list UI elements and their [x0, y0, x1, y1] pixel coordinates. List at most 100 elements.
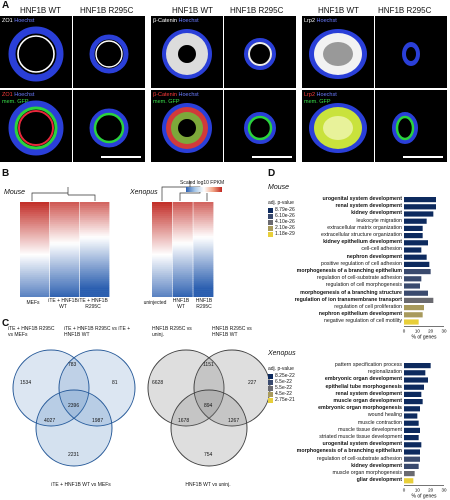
legend-swatch	[268, 397, 273, 403]
heatmap-cell	[50, 263, 80, 266]
heatmap-cell	[193, 285, 214, 288]
go-bar	[404, 384, 424, 390]
heatmap-cell	[152, 247, 173, 250]
heatmap-cell	[20, 275, 50, 278]
go-term-label: morphogenesis of a branching epithelium	[296, 448, 402, 455]
go-term-label: urogenital system development	[322, 196, 402, 202]
heatmap-cell	[152, 275, 173, 278]
heatmap-cell	[20, 203, 50, 207]
heatmap-cell	[152, 205, 173, 209]
go-bar	[404, 399, 423, 405]
label-marker: β-Catenin	[153, 18, 177, 24]
heatmap-cell	[80, 275, 110, 278]
label-stain: Hoechst	[178, 92, 199, 98]
venn-mouse-count-b: 81	[112, 380, 118, 386]
heatmap-cell	[50, 269, 80, 272]
go-bar	[404, 225, 423, 231]
heatmap-cell	[152, 237, 173, 240]
heatmap-cell	[20, 213, 50, 217]
x-axis-label: % of genes	[411, 335, 437, 341]
go-bar	[404, 435, 419, 441]
micrograph-image	[309, 103, 367, 153]
col-header-4: HNF1B R295C	[230, 6, 284, 15]
heatmap-cell	[50, 241, 80, 244]
legend-value: 4.10e-26	[275, 219, 295, 225]
go-term-label: regulation of cell proliferation	[334, 304, 402, 311]
go-bar	[404, 319, 419, 325]
heatmap-cell	[193, 245, 214, 248]
heatmap-cell	[50, 265, 80, 268]
heatmap-cell	[50, 202, 80, 205]
heatmap-cell	[20, 295, 50, 297]
go-term-label: positive regulation of cell adhesion	[321, 260, 402, 267]
heatmap-cell	[193, 247, 214, 250]
venn-xenopus-count-a: 6628	[152, 380, 164, 386]
heatmap-cell	[172, 273, 193, 276]
heatmap-cell	[172, 247, 193, 250]
heatmap-cell	[152, 257, 173, 260]
heatmap-cell	[20, 209, 50, 213]
legend-value: 2.10e-26	[275, 225, 295, 231]
heatmap-cell	[80, 281, 110, 284]
x-tick-label: 10	[415, 329, 421, 334]
heatmap-cell	[80, 207, 110, 211]
col-header-2: HNF1B R295C	[80, 6, 134, 15]
heatmap-cell	[152, 233, 173, 236]
venn-xenopus-count-ab: 1151	[203, 362, 214, 368]
go-mouse-terms: urogenital system development renal syste…	[292, 196, 402, 326]
heatmap-cell	[80, 243, 110, 246]
heatmap-cell	[50, 213, 80, 217]
go-bar	[404, 370, 426, 376]
heatmap-cell	[20, 277, 50, 280]
heatmap-cell	[152, 291, 173, 294]
micrograph-lrp2-wt: Lrp2 Hoechst	[302, 16, 374, 88]
go-bar	[404, 420, 419, 426]
heatmap-cell	[172, 279, 193, 282]
heatmap-cell	[80, 211, 110, 215]
heatmap-cell	[193, 281, 214, 284]
heatmap-cell	[20, 202, 50, 205]
heatmap-cell	[172, 209, 193, 213]
heatmap-cell	[193, 225, 214, 229]
label-gfp: mem. GFP	[2, 98, 29, 105]
heatmap-xenopus-col-2: HNF1B WT	[172, 298, 190, 310]
heatmap-cell	[50, 215, 80, 219]
heatmap-cell	[172, 289, 193, 292]
venn-xenopus-count-b: 227	[248, 380, 257, 386]
heatmap-cell	[80, 263, 110, 266]
go-bar	[404, 363, 431, 369]
heatmap-cell	[80, 202, 110, 205]
heatmap-cell	[50, 261, 80, 264]
micrograph-bcatenin-gfp-wt: β-Catenin Hoechst mem. GFP	[151, 90, 223, 162]
heatmap-cell	[172, 207, 193, 211]
go-mouse-bars: 0 10 20 30 % of genes	[403, 197, 447, 341]
panel-label-a: A	[2, 0, 10, 11]
heatmap-cell	[193, 229, 214, 232]
legend-swatch	[268, 225, 273, 231]
heatmap-cell	[193, 291, 214, 294]
heatmap-cell	[80, 231, 110, 234]
heatmap-cell	[50, 229, 80, 232]
heatmap-cell	[193, 227, 214, 231]
go-bar	[404, 442, 422, 448]
venn-mouse	[12, 349, 136, 467]
heatmap-cell	[152, 273, 173, 276]
heatmap-cell	[172, 277, 193, 280]
go-bar	[404, 312, 423, 318]
heatmap-cell	[152, 277, 173, 280]
go-term-label: epithelial tube morphogenesis	[325, 383, 402, 390]
panel-label-d: D	[268, 168, 276, 179]
micrograph-bcatenin-gfp-r295c	[224, 90, 296, 162]
heatmap-cell	[172, 283, 193, 286]
heatmap-cell	[193, 277, 214, 280]
venn-xenopus-circle-a	[147, 349, 225, 427]
venn-xenopus-set-b-label: HNF1B R295C vs HNF1B WT	[212, 326, 252, 338]
heatmap-cell	[50, 235, 80, 238]
panel-label-c: C	[2, 318, 10, 329]
go-term-label: muscle tissue development	[338, 426, 402, 433]
go-term-label: extracellular matrix organization	[327, 224, 402, 231]
heatmap-cell	[152, 265, 173, 268]
heatmap-cell	[172, 229, 193, 232]
legend-value: 4.5e-22	[275, 391, 292, 397]
venn-mouse-set-a-label: iTE + HNF1B R295C vs MEFs	[8, 326, 55, 338]
